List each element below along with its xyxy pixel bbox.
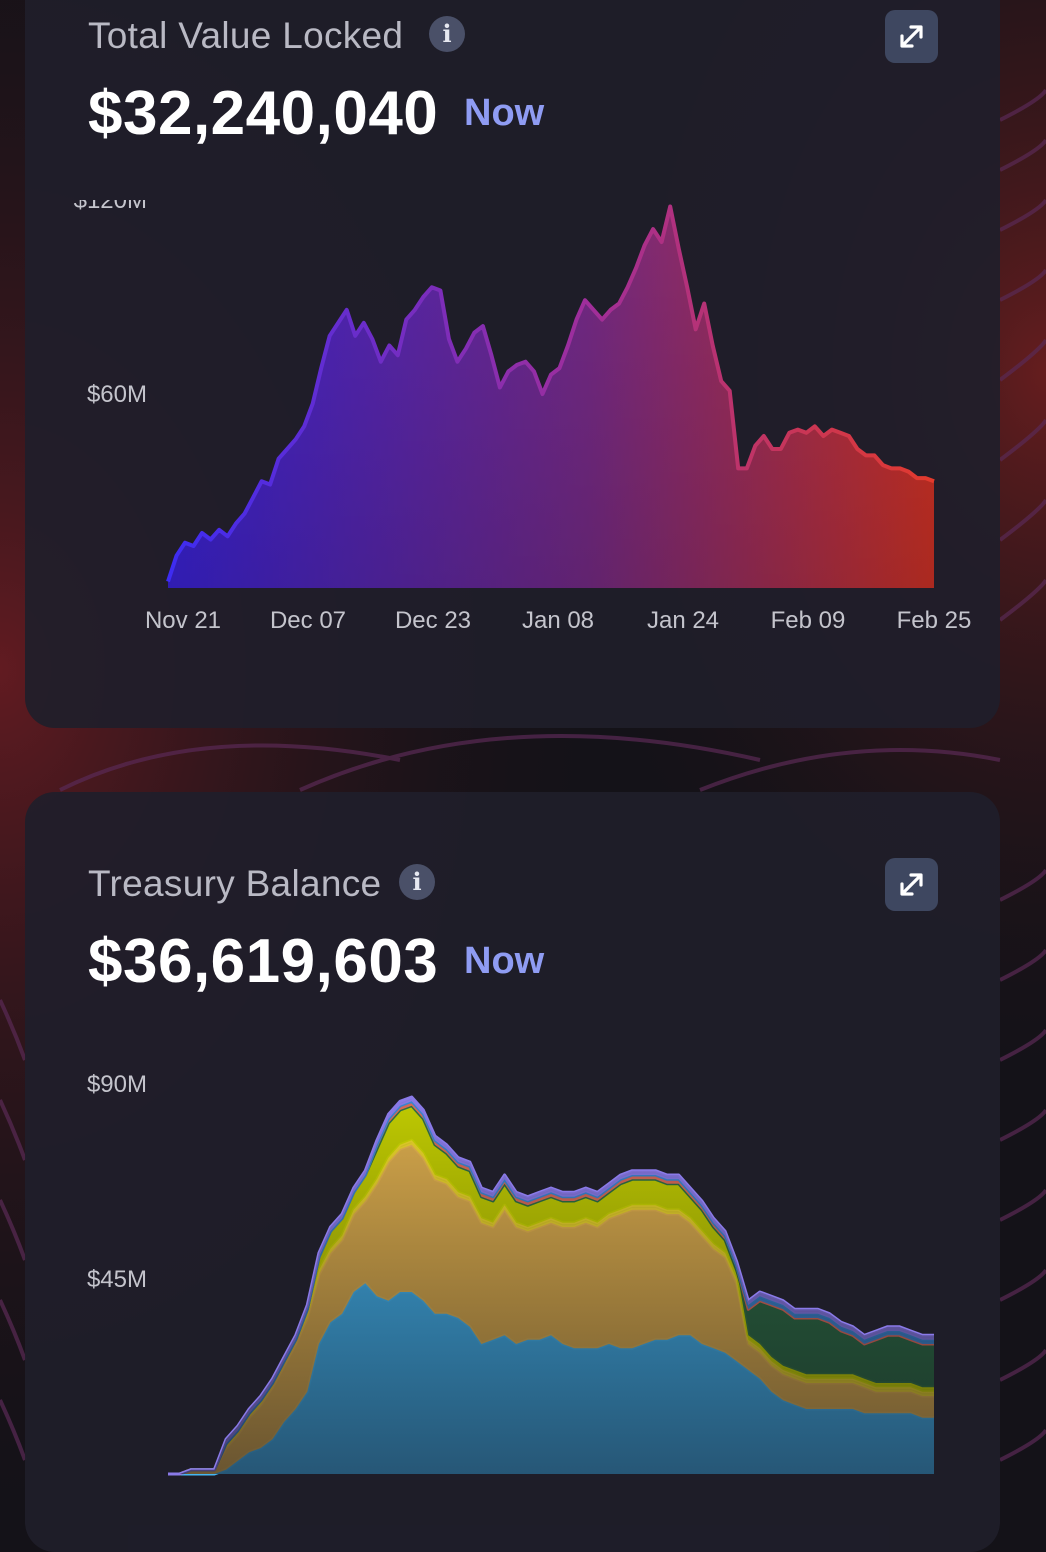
treasury-expand-button[interactable] bbox=[885, 858, 938, 911]
tvl-value: $32,240,040 bbox=[88, 79, 439, 148]
y-tick-label: $90M bbox=[87, 1071, 147, 1098]
treasury-chart: $90M $45M bbox=[87, 1071, 934, 1476]
y-tick-label: $60M bbox=[87, 381, 147, 408]
x-tick-label: Jan 08 bbox=[522, 607, 594, 634]
x-tick-label: Dec 07 bbox=[270, 607, 346, 634]
expand-icon bbox=[900, 873, 923, 896]
tvl-title: Total Value Locked bbox=[88, 15, 404, 56]
tvl-line bbox=[166, 204, 935, 583]
treasury-info-icon[interactable]: i bbox=[399, 864, 435, 900]
treasury-now-label: Now bbox=[464, 940, 545, 982]
treasury-title: Treasury Balance bbox=[88, 863, 382, 904]
treasury-card: Treasury Balance i $36,619,603 Now $90M $… bbox=[25, 792, 1000, 1552]
y-tick-label: $120M bbox=[74, 200, 147, 214]
x-tick-label: Nov 21 bbox=[145, 607, 221, 634]
tvl-area-shade bbox=[168, 206, 934, 588]
x-tick-label: Feb 09 bbox=[771, 607, 846, 634]
expand-icon bbox=[900, 25, 923, 48]
tvl-chart: $120M $60M Nov 21 Dec 07 Dec 23 Jan 08 Jan 24 F… bbox=[74, 200, 972, 634]
treasury-value: $36,619,603 bbox=[88, 927, 439, 996]
x-tick-label: Dec 23 bbox=[395, 607, 471, 634]
treasury-shade bbox=[168, 1097, 934, 1474]
tvl-now-label: Now bbox=[464, 92, 545, 134]
tvl-card: Total Value Locked i $32,240,040 Now $12… bbox=[25, 0, 1000, 728]
y-tick-label: $45M bbox=[87, 1266, 147, 1293]
x-tick-label: Jan 24 bbox=[647, 607, 719, 634]
tvl-info-icon[interactable]: i bbox=[429, 16, 465, 52]
x-tick-label: Feb 25 bbox=[897, 607, 972, 634]
tvl-expand-button[interactable] bbox=[885, 10, 938, 63]
